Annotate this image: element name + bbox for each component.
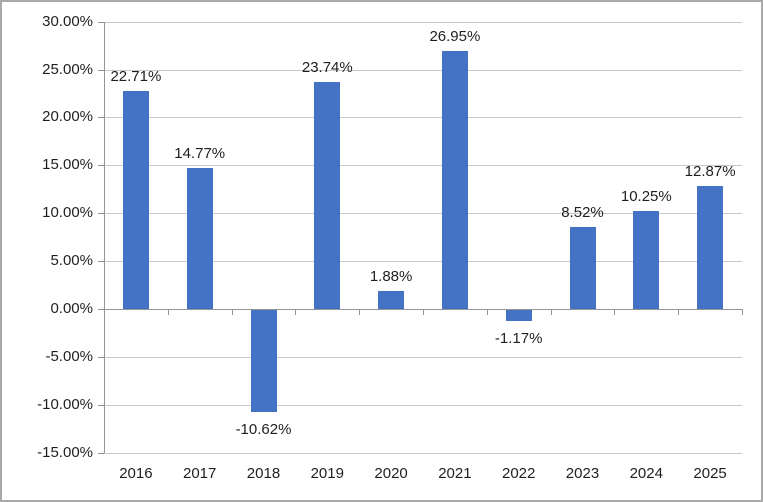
y-gridline — [104, 356, 742, 358]
y-gridline — [104, 165, 742, 167]
y-axis-tick-label: 15.00% — [42, 156, 93, 174]
y-axis-tick — [98, 117, 104, 119]
y-axis-tick — [98, 21, 104, 23]
x-axis-tick — [486, 309, 488, 315]
x-axis-category-label: 2018 — [246, 465, 281, 482]
y-gridline — [104, 452, 742, 454]
bar-data-label: 12.87% — [684, 162, 736, 180]
x-axis-category-label: 2020 — [374, 465, 408, 482]
y-axis-tick — [98, 213, 104, 215]
y-axis-tick-label: -5.00% — [45, 347, 93, 365]
x-axis-tick — [423, 309, 424, 315]
y-axis-tick-label: 30.00% — [42, 12, 93, 30]
bar-data-label: 8.52% — [561, 204, 604, 222]
y-axis-tick — [98, 261, 104, 263]
y-axis-tick-label: 10.00% — [42, 204, 93, 222]
x-axis-tick — [742, 309, 743, 315]
bar-2020 — [378, 290, 405, 309]
y-axis-tick-label: 0.00% — [50, 300, 93, 317]
x-axis-category-label: 2025 — [693, 465, 727, 482]
bar-2022 — [505, 310, 532, 322]
y-gridline — [104, 261, 742, 263]
y-gridline — [104, 117, 742, 119]
x-axis-tick — [231, 309, 233, 315]
bar-data-label: 26.95% — [429, 27, 481, 45]
x-axis-tick — [104, 309, 105, 315]
bar-2016 — [122, 91, 149, 309]
y-gridline — [104, 21, 742, 23]
x-axis-category-label: 2019 — [310, 465, 344, 482]
bar-data-label: -1.17% — [494, 330, 543, 348]
y-axis-tick — [98, 309, 104, 310]
x-axis-tick — [614, 309, 616, 315]
y-axis-tick — [98, 69, 104, 71]
x-axis-category-label: 2016 — [119, 465, 153, 482]
x-axis-category-label: 2021 — [438, 465, 472, 482]
x-axis-tick — [167, 309, 169, 315]
bar-2025 — [697, 185, 724, 309]
bar-2018 — [250, 310, 277, 412]
bar-2024 — [633, 210, 660, 309]
y-gridline — [104, 69, 742, 71]
x-axis-category-label: 2023 — [565, 465, 600, 482]
y-axis-tick — [98, 356, 104, 358]
bar-2021 — [441, 50, 468, 309]
y-axis-tick-label: 5.00% — [50, 252, 93, 270]
bar-2019 — [314, 81, 341, 309]
bar-data-label: 10.25% — [620, 187, 672, 205]
x-axis-category-label: 2017 — [183, 465, 217, 482]
bar-data-label: 1.88% — [369, 267, 413, 285]
y-axis-tick — [98, 452, 104, 454]
bar-2023 — [569, 227, 596, 309]
x-axis-category-label: 2024 — [629, 465, 663, 482]
value-axis-line — [104, 21, 105, 453]
bar-2017 — [186, 167, 213, 309]
x-axis-tick — [359, 309, 361, 315]
y-gridline — [104, 213, 742, 215]
y-gridline — [104, 404, 742, 406]
bar-data-label: 22.71% — [110, 68, 162, 86]
bar-data-label: 14.77% — [174, 144, 226, 162]
y-axis-tick — [98, 404, 104, 406]
x-axis-tick — [295, 309, 297, 315]
y-axis-tick-label: 25.00% — [42, 60, 93, 78]
y-axis-tick — [98, 165, 104, 167]
x-axis-tick — [678, 309, 680, 315]
y-axis-tick-label: -15.00% — [37, 443, 93, 461]
bar-data-label: -10.62% — [235, 420, 292, 438]
x-axis-category-label: 2022 — [502, 465, 536, 482]
y-axis-tick-label: 20.00% — [42, 108, 93, 126]
y-axis-tick-label: -10.00% — [37, 395, 93, 413]
x-axis-tick — [550, 309, 552, 315]
bar-data-label: 23.74% — [301, 58, 353, 76]
